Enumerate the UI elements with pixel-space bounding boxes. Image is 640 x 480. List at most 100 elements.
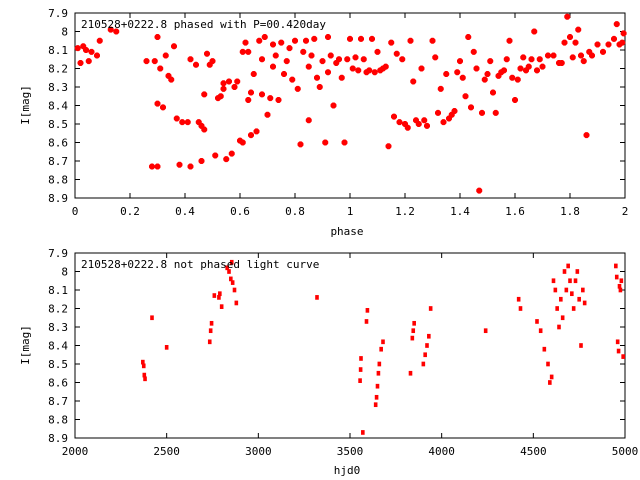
data-point bbox=[85, 58, 92, 65]
y-tick-labels: 7.9 8 8.1 8.2 8.3 8.4 8.5 8.6 8.7 8.8 8.9 bbox=[48, 247, 68, 445]
y-tick-label: 8.6 bbox=[48, 137, 68, 150]
data-point bbox=[217, 295, 221, 300]
data-point bbox=[198, 122, 205, 129]
data-point bbox=[415, 121, 422, 127]
y-tick-label: 8.1 bbox=[48, 284, 68, 297]
data-point bbox=[619, 39, 626, 46]
data-point bbox=[435, 109, 441, 116]
data-point bbox=[551, 278, 556, 284]
data-point bbox=[143, 376, 147, 382]
data-point bbox=[157, 65, 164, 72]
data-point bbox=[217, 93, 224, 100]
data-point bbox=[237, 137, 243, 144]
x-tick-label: 2 bbox=[622, 205, 629, 218]
data-point bbox=[396, 119, 403, 126]
data-point bbox=[77, 59, 84, 66]
data-point bbox=[553, 287, 558, 293]
data-point bbox=[580, 58, 587, 65]
data-point bbox=[187, 163, 194, 170]
data-point bbox=[248, 132, 254, 139]
data-point bbox=[550, 52, 557, 59]
data-point bbox=[80, 43, 87, 50]
data-point bbox=[506, 37, 513, 44]
data-point bbox=[421, 361, 426, 367]
y-tick-label: 8.7 bbox=[48, 155, 68, 168]
data-point bbox=[498, 69, 505, 76]
x-tick-label: 0 bbox=[72, 205, 79, 218]
data-point bbox=[440, 119, 447, 126]
data-point bbox=[501, 67, 507, 74]
y-tick-label: 8.4 bbox=[48, 340, 68, 353]
data-point bbox=[164, 345, 169, 350]
data-point bbox=[605, 41, 612, 48]
data-point bbox=[83, 47, 89, 53]
x-tick-label: 1.6 bbox=[505, 205, 525, 218]
data-point bbox=[358, 367, 363, 372]
data-point bbox=[546, 361, 550, 367]
data-point bbox=[542, 346, 547, 352]
data-point bbox=[479, 109, 485, 116]
data-point bbox=[380, 65, 386, 72]
chart-title: 210528+0222.8 not phased light curve bbox=[81, 258, 319, 271]
data-point bbox=[250, 71, 257, 78]
data-point bbox=[399, 56, 406, 63]
data-point bbox=[614, 274, 619, 280]
data-point bbox=[402, 121, 408, 127]
data-point bbox=[484, 71, 491, 78]
data-point bbox=[569, 54, 576, 61]
y-tick-label: 7.9 bbox=[48, 7, 68, 20]
data-point bbox=[562, 269, 567, 274]
data-point bbox=[481, 76, 488, 83]
data-point bbox=[459, 74, 466, 81]
data-point bbox=[358, 378, 362, 383]
data-point bbox=[535, 319, 539, 324]
data-point bbox=[575, 26, 582, 33]
data-point bbox=[292, 37, 298, 44]
x-tick-label: 0.8 bbox=[285, 205, 305, 218]
y-tick-label: 8.5 bbox=[48, 358, 68, 371]
data-point bbox=[388, 39, 395, 46]
data-point bbox=[571, 306, 576, 311]
data-point bbox=[468, 104, 474, 111]
y-tick-label: 8.6 bbox=[48, 377, 68, 390]
x-tick-label: 1.2 bbox=[395, 205, 415, 218]
data-point bbox=[509, 74, 516, 81]
data-point bbox=[355, 67, 362, 74]
data-point bbox=[286, 45, 293, 52]
data-point bbox=[209, 58, 216, 65]
data-point bbox=[349, 65, 356, 72]
data-point bbox=[534, 67, 540, 74]
data-point bbox=[523, 67, 529, 74]
data-point bbox=[555, 306, 559, 311]
y-tick-label: 8.8 bbox=[48, 414, 68, 427]
axis-ticks bbox=[74, 12, 626, 199]
x-tick-label: 1 bbox=[347, 205, 354, 218]
data-point bbox=[94, 52, 100, 59]
data-point bbox=[341, 139, 348, 146]
data-point bbox=[582, 300, 587, 306]
data-point bbox=[462, 93, 469, 100]
data-point bbox=[490, 89, 496, 96]
data-point bbox=[149, 163, 155, 170]
y-tick-label: 7.9 bbox=[48, 247, 68, 260]
data-point bbox=[374, 48, 381, 55]
data-point bbox=[611, 35, 617, 42]
data-point bbox=[234, 300, 239, 306]
data-point bbox=[218, 291, 222, 297]
data-point bbox=[408, 370, 413, 376]
data-point bbox=[619, 278, 624, 284]
data-point bbox=[518, 306, 523, 311]
data-point bbox=[232, 287, 237, 293]
data-point bbox=[228, 150, 235, 157]
data-point bbox=[465, 34, 472, 41]
x-tick-label: 1.4 bbox=[450, 205, 470, 218]
data-point bbox=[207, 339, 212, 345]
data-point bbox=[363, 69, 370, 76]
data-point bbox=[281, 71, 287, 78]
data-point bbox=[600, 48, 606, 55]
data-point bbox=[187, 56, 194, 63]
data-point bbox=[333, 59, 340, 66]
data-point bbox=[375, 383, 380, 389]
data-point bbox=[424, 122, 430, 129]
data-point bbox=[423, 352, 427, 358]
